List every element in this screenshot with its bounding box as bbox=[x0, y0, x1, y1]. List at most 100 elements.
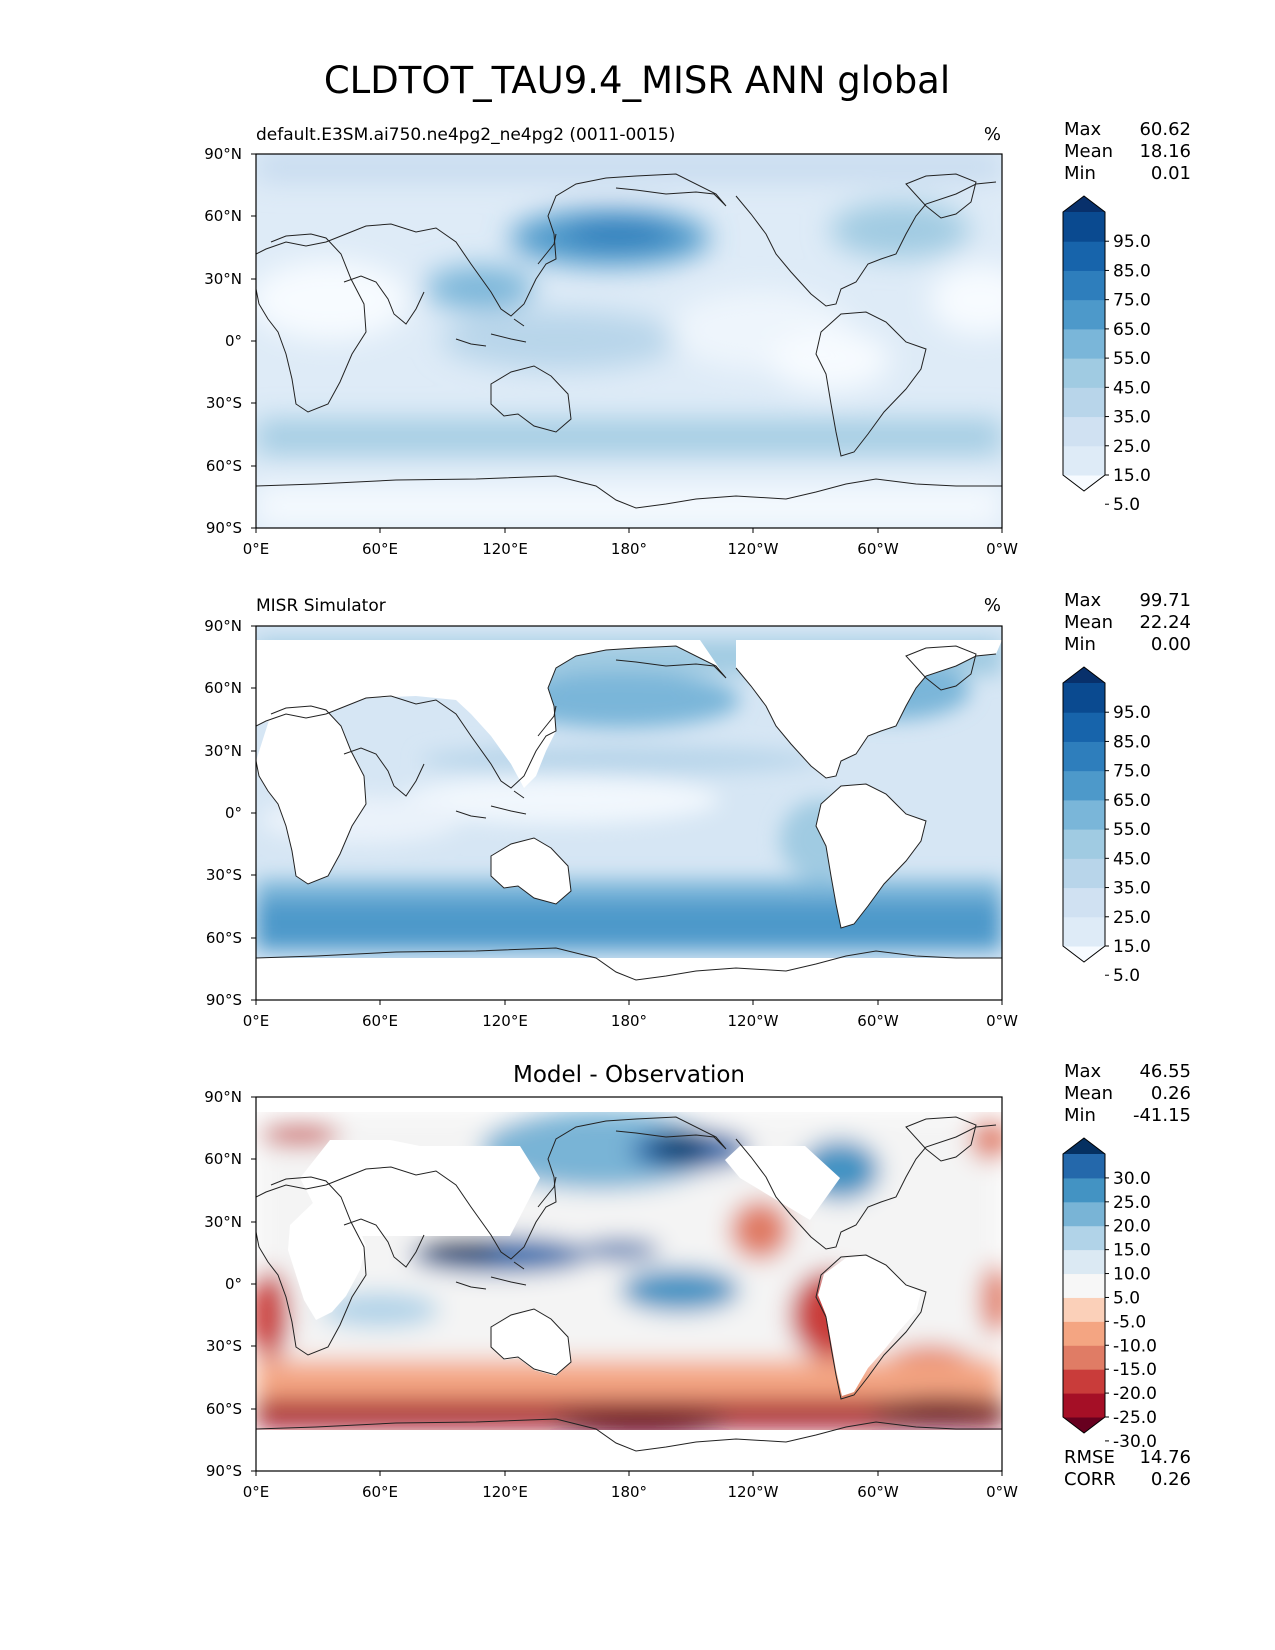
colorbar-tick-label: 45.0 bbox=[1113, 378, 1151, 398]
y-tick-label: 60°N bbox=[204, 679, 242, 697]
y-tick-label: 30°N bbox=[204, 270, 242, 288]
colorbar-tick-label: -5.0 bbox=[1113, 1312, 1146, 1332]
x-tick-label: 60°W bbox=[857, 1483, 899, 1501]
colorbar-tick-label: 5.0 bbox=[1113, 1288, 1140, 1308]
colorbar-bin bbox=[1063, 299, 1105, 330]
colorbar-bin bbox=[1063, 1201, 1105, 1227]
field-region bbox=[440, 310, 680, 370]
colorbar-tick-label: -15.0 bbox=[1113, 1360, 1157, 1380]
x-tick-label: 60°E bbox=[362, 1012, 398, 1030]
x-axis: 0°E 60°E 120°E 180° 120°W 60°W 0°W bbox=[243, 1471, 1018, 1501]
panel-reference-units: % bbox=[984, 595, 1001, 616]
colorbar-tick-label: 35.0 bbox=[1113, 408, 1151, 428]
field-region bbox=[565, 217, 675, 247]
y-tick-label: 60°S bbox=[206, 1400, 242, 1418]
metric-label: CORR bbox=[1064, 1469, 1116, 1490]
y-tick-label: 30°S bbox=[206, 1337, 242, 1355]
panel-test-units: % bbox=[984, 124, 1001, 145]
colorbar-tick-label: -30.0 bbox=[1113, 1432, 1157, 1452]
stat-label: Max bbox=[1064, 590, 1102, 611]
colorbar-tick-label: 55.0 bbox=[1113, 820, 1151, 840]
x-axis: 0°E 60°E 120°E 180° 120°W 60°W 0°W bbox=[243, 528, 1018, 558]
colorbar-extend-high bbox=[1063, 667, 1105, 683]
colorbar-bin bbox=[1063, 916, 1105, 947]
stat-value: 0.26 bbox=[1151, 1083, 1191, 1104]
field-region bbox=[400, 776, 720, 824]
colorbar-tick-label: 45.0 bbox=[1113, 849, 1151, 869]
contour-field bbox=[256, 640, 1002, 950]
panel-difference: Model - Observation bbox=[204, 1061, 1191, 1501]
colorbar-bin bbox=[1063, 887, 1105, 918]
field-region bbox=[256, 880, 1002, 900]
colorbar-tick-label: 85.0 bbox=[1113, 732, 1151, 752]
panel-difference-title: Model - Observation bbox=[513, 1062, 745, 1088]
metric-label: RMSE bbox=[1064, 1447, 1115, 1468]
field-region bbox=[256, 1270, 290, 1360]
colorbar-bin bbox=[1063, 387, 1105, 418]
colorbar-bin bbox=[1063, 1225, 1105, 1251]
colorbar-extend-low bbox=[1063, 475, 1105, 491]
colorbar-bin bbox=[1063, 1321, 1105, 1346]
field-region bbox=[256, 420, 1002, 454]
y-tick-label: 30°S bbox=[206, 866, 242, 884]
x-tick-label: 0°W bbox=[986, 1012, 1018, 1030]
colorbar-bin bbox=[1063, 1369, 1105, 1394]
colorbar-bin bbox=[1063, 241, 1105, 271]
colorbar-tick-label: 55.0 bbox=[1113, 349, 1151, 369]
colorbar-bin bbox=[1063, 741, 1105, 772]
y-tick-label: 90°N bbox=[204, 617, 242, 635]
colorbar-tick-label: -25.0 bbox=[1113, 1408, 1157, 1428]
stat-value: 60.62 bbox=[1139, 119, 1191, 140]
field-region bbox=[500, 672, 740, 728]
colorbar-extend-high bbox=[1063, 196, 1105, 212]
y-tick-label: 90°N bbox=[204, 145, 242, 163]
panel-reference-title: MISR Simulator bbox=[256, 596, 386, 616]
colorbar-bin bbox=[1063, 1393, 1105, 1418]
panel-test: default.E3SM.ai750.ne4pg2_ne4pg2 (0011-0… bbox=[204, 119, 1191, 558]
stat-label: Mean bbox=[1064, 1083, 1113, 1104]
colorbar-tick-label: 75.0 bbox=[1113, 291, 1151, 311]
field-region bbox=[480, 1110, 720, 1190]
y-tick-label: 30°N bbox=[204, 1213, 242, 1231]
land-region bbox=[256, 958, 1002, 1000]
field-region bbox=[256, 485, 1002, 528]
y-tick-label: 0° bbox=[225, 804, 242, 822]
y-tick-label: 90°S bbox=[206, 991, 242, 1009]
x-tick-label: 0°E bbox=[243, 540, 270, 558]
field-region bbox=[420, 746, 820, 774]
field-region bbox=[425, 266, 535, 310]
stat-value: 0.01 bbox=[1151, 163, 1191, 184]
stat-value: -41.15 bbox=[1133, 1105, 1191, 1126]
field-region bbox=[650, 1136, 710, 1160]
colorbar-outline bbox=[1062, 666, 1106, 963]
x-tick-label: 60°E bbox=[362, 1483, 398, 1501]
colorbar-tick-label: -10.0 bbox=[1113, 1336, 1157, 1356]
colorbar-tick-label: 95.0 bbox=[1113, 703, 1151, 723]
x-tick-label: 0°W bbox=[986, 1483, 1018, 1501]
colorbar-bin bbox=[1063, 1154, 1105, 1179]
field-region bbox=[420, 1238, 500, 1262]
x-tick-label: 120°W bbox=[728, 1483, 779, 1501]
stat-label: Mean bbox=[1064, 141, 1113, 162]
land-region bbox=[300, 1140, 540, 1236]
stat-label: Max bbox=[1064, 1061, 1102, 1082]
x-tick-label: 120°W bbox=[728, 540, 779, 558]
colorbar-tick-label: 75.0 bbox=[1113, 762, 1151, 782]
x-tick-label: 120°W bbox=[728, 1012, 779, 1030]
contour-field bbox=[256, 154, 1002, 528]
colorbar-tick-label: 35.0 bbox=[1113, 879, 1151, 899]
y-tick-label: 90°N bbox=[204, 1088, 242, 1106]
figure-title: CLDTOT_TAU9.4_MISR ANN global bbox=[324, 59, 950, 102]
colorbar-tick-label: 20.0 bbox=[1113, 1217, 1151, 1237]
land-region bbox=[725, 1146, 840, 1220]
colorbar-bin bbox=[1063, 683, 1105, 713]
stat-label: Mean bbox=[1064, 612, 1113, 633]
y-tick-label: 0° bbox=[225, 332, 242, 350]
y-tick-label: 30°S bbox=[206, 394, 242, 412]
stat-label: Min bbox=[1064, 1105, 1096, 1126]
colorbar-bin bbox=[1063, 1345, 1105, 1370]
land-mask bbox=[256, 1097, 1002, 1471]
colorbar-bin bbox=[1063, 858, 1105, 889]
colorbar-bin bbox=[1063, 1273, 1105, 1298]
